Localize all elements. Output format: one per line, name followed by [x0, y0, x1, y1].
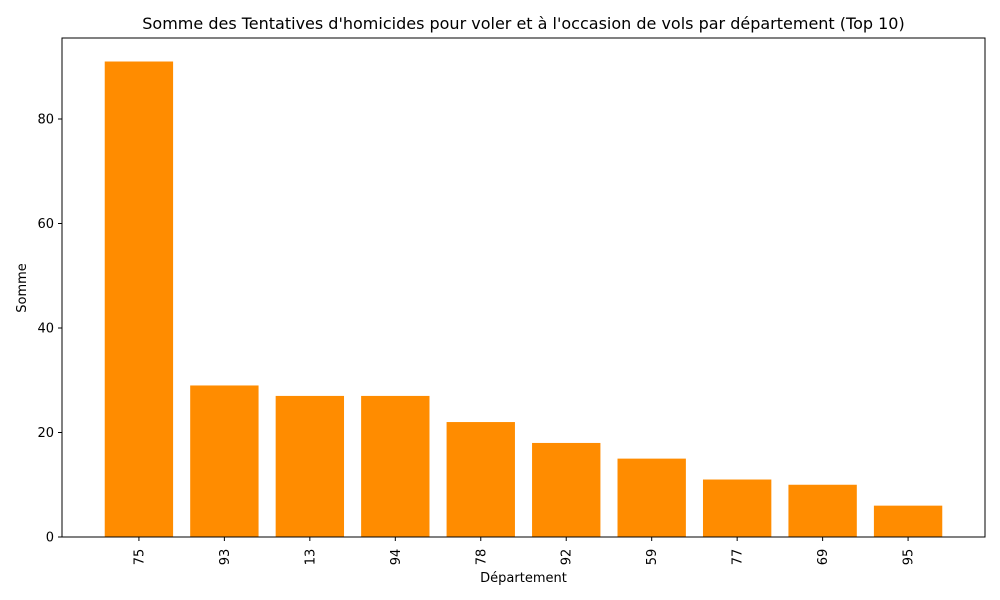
plot-frame	[61, 37, 986, 538]
bar-69	[788, 484, 857, 537]
bar-75	[104, 61, 174, 537]
x-tick-label: 78	[474, 549, 489, 566]
bar-59	[617, 458, 686, 537]
y-tick-label: 60	[37, 217, 54, 232]
x-tick-label: 69	[816, 549, 831, 566]
x-tick-label: 95	[902, 549, 917, 566]
bars-group	[104, 61, 943, 537]
x-tick-label: 59	[645, 549, 660, 566]
bar-94	[361, 395, 430, 537]
bar-92	[532, 442, 601, 537]
bar-93	[190, 385, 259, 537]
x-axis-label: Département	[480, 571, 567, 586]
x-axis: 75 93 13 94 78 92 59 77 69 95	[132, 537, 917, 566]
y-tick-label: 0	[46, 531, 54, 546]
x-tick-label: 77	[731, 549, 746, 566]
y-tick-label: 80	[37, 112, 54, 127]
bar-77	[702, 479, 772, 537]
chart-title: Somme des Tentatives d'homicides pour vo…	[142, 14, 904, 33]
x-tick-label: 94	[389, 549, 404, 566]
bar-78	[446, 422, 515, 537]
y-axis: 0 20 40 60 80	[37, 112, 62, 546]
x-tick-label: 92	[560, 549, 575, 566]
x-tick-label: 75	[132, 549, 147, 566]
y-tick-label: 20	[37, 426, 54, 441]
x-tick-label: 93	[218, 549, 233, 566]
bar-13	[275, 395, 345, 537]
x-tick-label: 13	[303, 549, 318, 566]
y-axis-label: Somme	[15, 263, 30, 313]
y-tick-label: 40	[37, 321, 54, 336]
bar-95	[873, 505, 943, 537]
